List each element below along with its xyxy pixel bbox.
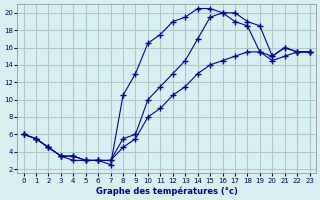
- X-axis label: Graphe des températures (°c): Graphe des températures (°c): [96, 186, 237, 196]
